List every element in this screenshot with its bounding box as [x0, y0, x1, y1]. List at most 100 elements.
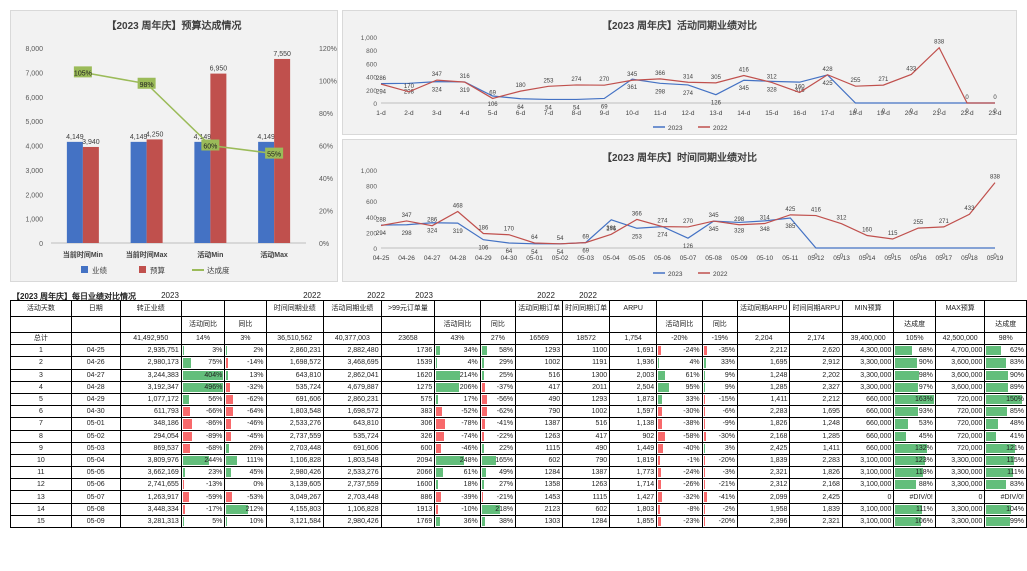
table-cell[interactable]: 45%: [893, 429, 936, 443]
table-cell[interactable]: [515, 316, 564, 333]
table-cell[interactable]: 2,737,559: [265, 429, 325, 443]
table-cell[interactable]: 132%: [893, 441, 936, 455]
table-cell[interactable]: 2,321: [737, 466, 791, 480]
table-cell[interactable]: 1,077,172: [119, 392, 182, 407]
table-cell[interactable]: -35%: [701, 344, 739, 358]
table-cell[interactable]: 3,121,584: [265, 514, 325, 529]
table-cell[interactable]: 38%: [479, 514, 517, 529]
table-cell[interactable]: 49%: [479, 466, 517, 480]
table-cell[interactable]: [119, 316, 182, 333]
table-cell[interactable]: 05-06: [70, 478, 121, 492]
table-cell[interactable]: [479, 300, 517, 317]
table-cell[interactable]: 4,300,000: [841, 344, 895, 358]
table-cell[interactable]: [737, 316, 791, 333]
table-cell[interactable]: -3%: [701, 466, 739, 480]
table-cell[interactable]: 660,000: [841, 405, 895, 419]
table-cell[interactable]: 1769: [380, 514, 436, 529]
table-cell[interactable]: 1,855: [609, 514, 658, 529]
table-cell[interactable]: -19%: [701, 331, 739, 346]
table-cell[interactable]: 104%: [984, 502, 1027, 516]
table-cell[interactable]: [323, 316, 382, 333]
table-cell[interactable]: 05-03: [70, 441, 121, 455]
table-cell[interactable]: 214%: [434, 368, 481, 382]
table-cell[interactable]: 10: [10, 453, 72, 468]
table-cell[interactable]: 2,204: [737, 331, 791, 346]
table-cell[interactable]: 1,698,572: [323, 405, 382, 419]
table-cell[interactable]: -41%: [479, 417, 517, 431]
table-cell[interactable]: 95%: [656, 380, 703, 394]
table-cell[interactable]: 600: [380, 441, 436, 455]
table-cell[interactable]: 达成度: [984, 316, 1027, 333]
table-cell[interactable]: 111%: [893, 502, 936, 516]
table-cell[interactable]: 2,283: [789, 453, 843, 468]
table-cell[interactable]: 13%: [224, 368, 267, 382]
table-cell[interactable]: 13: [10, 490, 72, 504]
table-cell[interactable]: -21%: [701, 478, 739, 492]
table-cell[interactable]: 1115: [515, 441, 564, 455]
table-cell[interactable]: 23%: [180, 466, 226, 480]
table-cell[interactable]: 1100: [562, 344, 611, 358]
table-cell[interactable]: 1263: [562, 478, 611, 492]
table-cell[interactable]: 04-27: [70, 368, 121, 382]
table-cell[interactable]: 123%: [893, 453, 936, 468]
table-cell[interactable]: 2,312: [737, 478, 791, 492]
table-cell[interactable]: 111%: [984, 466, 1027, 480]
table-cell[interactable]: 1,839: [789, 502, 843, 516]
table-cell[interactable]: 1,106,828: [323, 502, 382, 516]
table-cell[interactable]: 121%: [984, 441, 1027, 455]
table-cell[interactable]: -1%: [656, 453, 703, 468]
table-cell[interactable]: 3,662,169: [119, 466, 182, 480]
table-cell[interactable]: 22%: [479, 441, 517, 455]
table-cell[interactable]: 23658: [380, 331, 436, 346]
table-cell[interactable]: >99元订单量: [380, 300, 436, 317]
table-cell[interactable]: -26%: [656, 478, 703, 492]
table-cell[interactable]: 720,000: [934, 417, 986, 431]
table-cell[interactable]: -46%: [434, 441, 481, 455]
table-cell[interactable]: 691,606: [323, 441, 382, 455]
table-cell[interactable]: 05-07: [70, 490, 121, 504]
table-cell[interactable]: -39%: [434, 490, 481, 504]
table-cell[interactable]: [609, 316, 658, 333]
table-cell[interactable]: -15%: [701, 392, 739, 407]
table-cell[interactable]: -38%: [656, 417, 703, 431]
table-cell[interactable]: -32%: [224, 380, 267, 394]
table-cell[interactable]: 2,862,041: [323, 368, 382, 382]
table-cell[interactable]: 2,003: [609, 368, 658, 382]
table-cell[interactable]: 2%: [224, 344, 267, 358]
table-cell[interactable]: 790: [562, 453, 611, 468]
table-cell[interactable]: 2,935,751: [119, 344, 182, 358]
table-cell[interactable]: 2,425: [789, 490, 843, 504]
table-cell[interactable]: 790: [515, 405, 564, 419]
table-cell[interactable]: [434, 300, 481, 317]
table-cell[interactable]: 18572: [562, 331, 611, 346]
table-cell[interactable]: 同比: [224, 316, 267, 333]
table-cell[interactable]: -2%: [701, 502, 739, 516]
table-cell[interactable]: 1115: [562, 490, 611, 504]
table-cell[interactable]: -68%: [180, 441, 226, 455]
table-cell[interactable]: 163%: [893, 392, 936, 407]
table-cell[interactable]: 活动同比: [180, 316, 226, 333]
table-cell[interactable]: 04-29: [70, 392, 121, 407]
table-cell[interactable]: 691,606: [265, 392, 325, 407]
table-cell[interactable]: 3,300,000: [841, 356, 895, 370]
table-cell[interactable]: -20%: [701, 514, 739, 529]
table-cell[interactable]: 3%: [180, 344, 226, 358]
table-cell[interactable]: 306: [380, 417, 436, 431]
table-cell[interactable]: 1,698,572: [265, 356, 325, 370]
table-cell[interactable]: 48%: [984, 417, 1027, 431]
table-cell[interactable]: 2,620: [789, 344, 843, 358]
table-cell[interactable]: 56%: [180, 392, 226, 407]
table-cell[interactable]: 25%: [479, 368, 517, 382]
table-cell[interactable]: -24%: [656, 466, 703, 480]
table-cell[interactable]: 2,396: [737, 514, 791, 529]
table-cell[interactable]: 75%: [180, 356, 226, 370]
table-cell[interactable]: -66%: [180, 405, 226, 419]
table-cell[interactable]: [893, 300, 936, 317]
table-cell[interactable]: 2,860,231: [323, 392, 382, 407]
table-cell[interactable]: 4,700,000: [934, 344, 986, 358]
table-cell[interactable]: 2,168: [737, 429, 791, 443]
table-cell[interactable]: 15: [10, 514, 72, 529]
table-cell[interactable]: -64%: [224, 405, 267, 419]
table-cell[interactable]: 575: [380, 392, 436, 407]
table-cell[interactable]: 3,300,000: [934, 466, 986, 480]
